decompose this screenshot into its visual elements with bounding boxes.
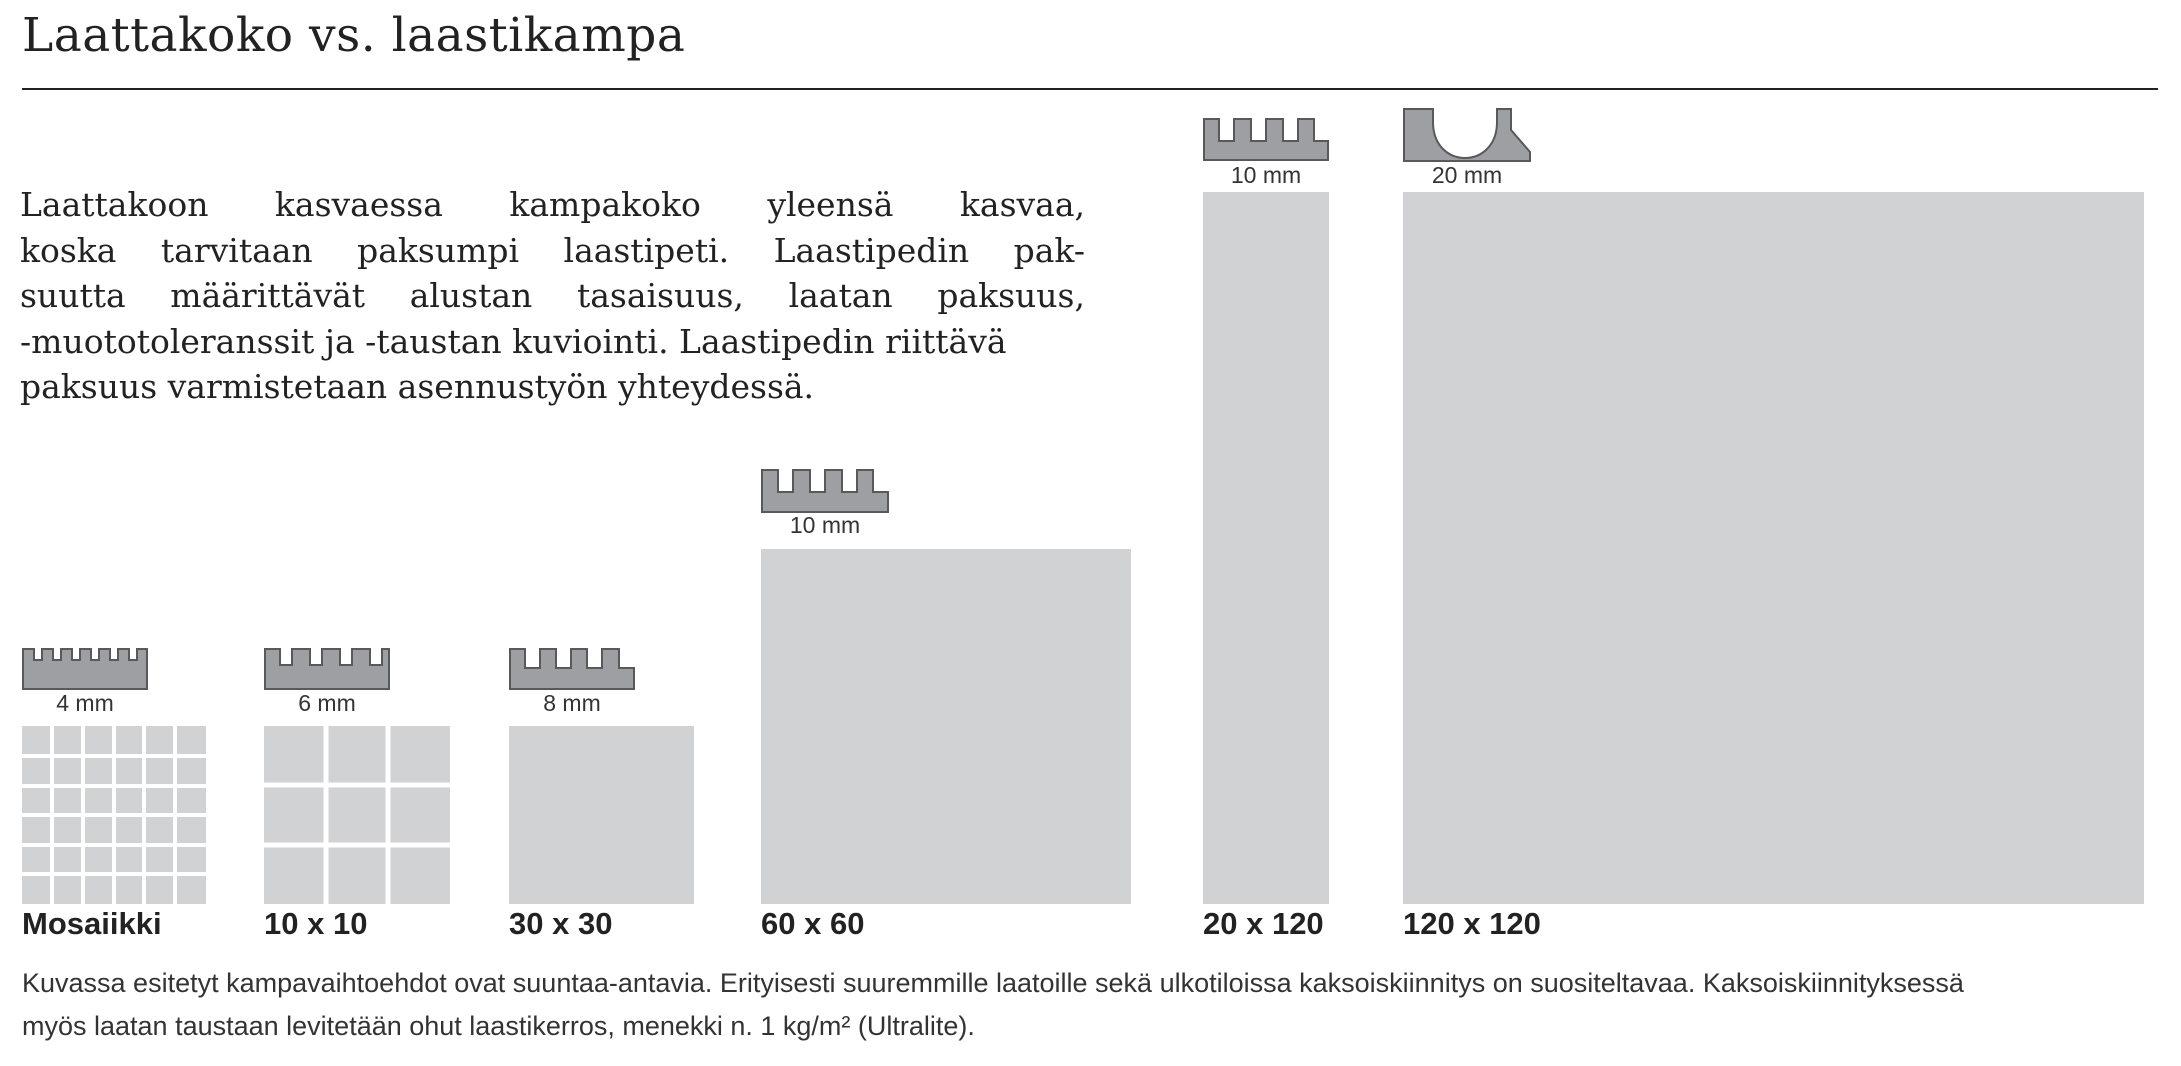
intro-line: Laattakoon kasvaessa kampakoko yleensä k… bbox=[20, 185, 1085, 224]
tile-size-label: 30 x 30 bbox=[509, 906, 613, 941]
comb-size-label: 6 mm bbox=[298, 690, 356, 716]
intro-line: koska tarvitaan paksumpi laastipeti. Laa… bbox=[20, 230, 1085, 270]
comb-size-label: 20 mm bbox=[1431, 162, 1503, 188]
tile-20x120 bbox=[1203, 192, 1329, 904]
intro-line: -muototoleranssit ja -taustan kuviointi.… bbox=[20, 321, 1007, 361]
tile-30x30 bbox=[509, 726, 694, 904]
comb-size-label: 4 mm bbox=[56, 690, 114, 716]
trowel-comb-icon bbox=[1203, 118, 1329, 161]
intro-line: suutta määrittävät alustan tasaisuus, la… bbox=[20, 276, 1085, 315]
trowel-comb-icon bbox=[22, 648, 148, 690]
tile-120x120 bbox=[1403, 192, 2144, 904]
tile-size-label: 60 x 60 bbox=[761, 906, 865, 941]
tile-size-label: Mosaiikki bbox=[22, 906, 162, 941]
mosaic-tile-grid bbox=[22, 726, 206, 904]
trowel-comb-icon bbox=[264, 648, 390, 690]
footnote: Kuvassa esitetyt kampavaihtoehdot ovat s… bbox=[22, 962, 2172, 1048]
footnote-line: myös laatan taustaan levitetään ohut laa… bbox=[22, 1011, 975, 1041]
tile-60x60 bbox=[761, 549, 1131, 904]
tile-size-label: 10 x 10 bbox=[264, 906, 368, 941]
comb-size-label: 8 mm bbox=[543, 690, 601, 716]
tile-10x10-grid bbox=[264, 726, 450, 904]
page-title: Laattakoko vs. laastikampa bbox=[22, 8, 686, 63]
trowel-comb-icon bbox=[509, 648, 635, 690]
intro-paragraph: Laattakoon kasvaessa kampakoko yleensä k… bbox=[20, 182, 1085, 410]
trowel-comb-icon bbox=[761, 469, 889, 513]
intro-line: paksuus varmistetaan asennustyön yhteyde… bbox=[20, 367, 815, 406]
tile-size-label: 20 x 120 bbox=[1203, 906, 1324, 941]
trowel-comb-icon bbox=[1403, 108, 1531, 162]
comb-size-label: 10 mm bbox=[789, 512, 861, 538]
title-divider bbox=[22, 88, 2158, 90]
footnote-line: Kuvassa esitetyt kampavaihtoehdot ovat s… bbox=[22, 968, 1964, 998]
comb-size-label: 10 mm bbox=[1230, 162, 1302, 188]
tile-size-label: 120 x 120 bbox=[1403, 906, 1541, 941]
